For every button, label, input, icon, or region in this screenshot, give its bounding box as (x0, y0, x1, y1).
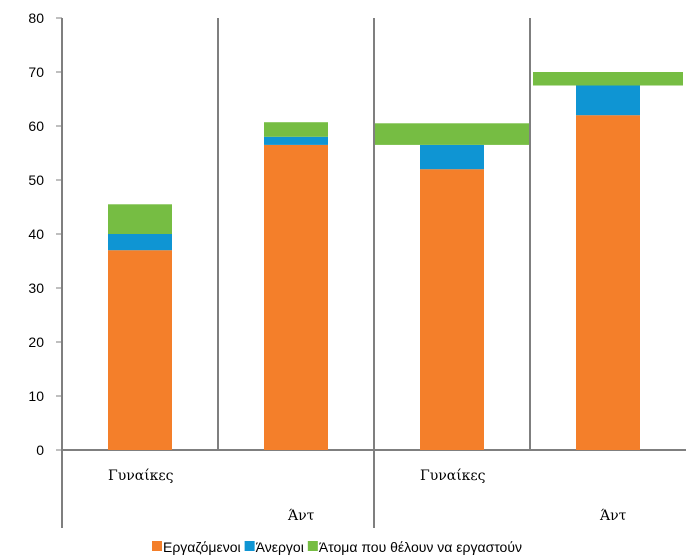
y-tick-label: 40 (28, 226, 44, 242)
y-tick-label: 60 (28, 118, 44, 134)
bar-segment-άνεργοι (264, 136, 328, 145)
bar-segment-εργαζόμενοι (576, 115, 640, 450)
bar-segment-εργαζόμενοι (264, 144, 328, 450)
category-label: Γυναίκες (420, 467, 486, 484)
bar-segment-άτομα-που-θέλουν-να-εργαστούν (264, 122, 328, 137)
bar-segment-άτομα-που-θέλουν-να-εργαστούν (375, 123, 529, 145)
bar-segment-άνεργοι (108, 234, 172, 251)
y-tick-label: 20 (28, 334, 44, 350)
bar-segment-άτομα-που-θέλουν-να-εργαστούν (108, 204, 172, 234)
category-labels: Γυναίκες Άντ Γυναίκες Άντ (108, 467, 627, 524)
y-tick-label: 10 (28, 388, 44, 404)
y-tick-label: 30 (28, 280, 44, 296)
legend-swatch (307, 541, 318, 551)
bar-segment-άνεργοι (420, 144, 484, 170)
category-label: Άντ (599, 508, 627, 524)
bar-segment-εργαζόμενοι (420, 169, 484, 450)
bar-segment-εργαζόμενοι (108, 250, 172, 450)
bars (108, 72, 683, 450)
legend-swatch (244, 541, 255, 551)
y-tick-label: 50 (28, 172, 44, 188)
category-label: Άντ (287, 508, 315, 524)
y-tick-label: 70 (28, 64, 44, 80)
legend-swatch (152, 541, 162, 551)
bar-segment-άνεργοι (576, 85, 640, 116)
legend-label: Εργαζόμενοι (163, 539, 241, 555)
legend: Εργαζόμενοι Άνεργοι Άτομα που θέλουν να ερ… (152, 539, 522, 555)
category-dividers (217, 18, 531, 528)
legend-label: Άνεργοι (256, 539, 304, 555)
bar-segment-άτομα-που-θέλουν-να-εργαστούν (533, 72, 683, 86)
category-label: Γυναίκες (108, 467, 174, 484)
y-tick-label: 80 (28, 10, 44, 26)
y-tick-label: 0 (36, 442, 44, 458)
legend-label: Άτομα που θέλουν να εργαστούν (319, 539, 522, 555)
